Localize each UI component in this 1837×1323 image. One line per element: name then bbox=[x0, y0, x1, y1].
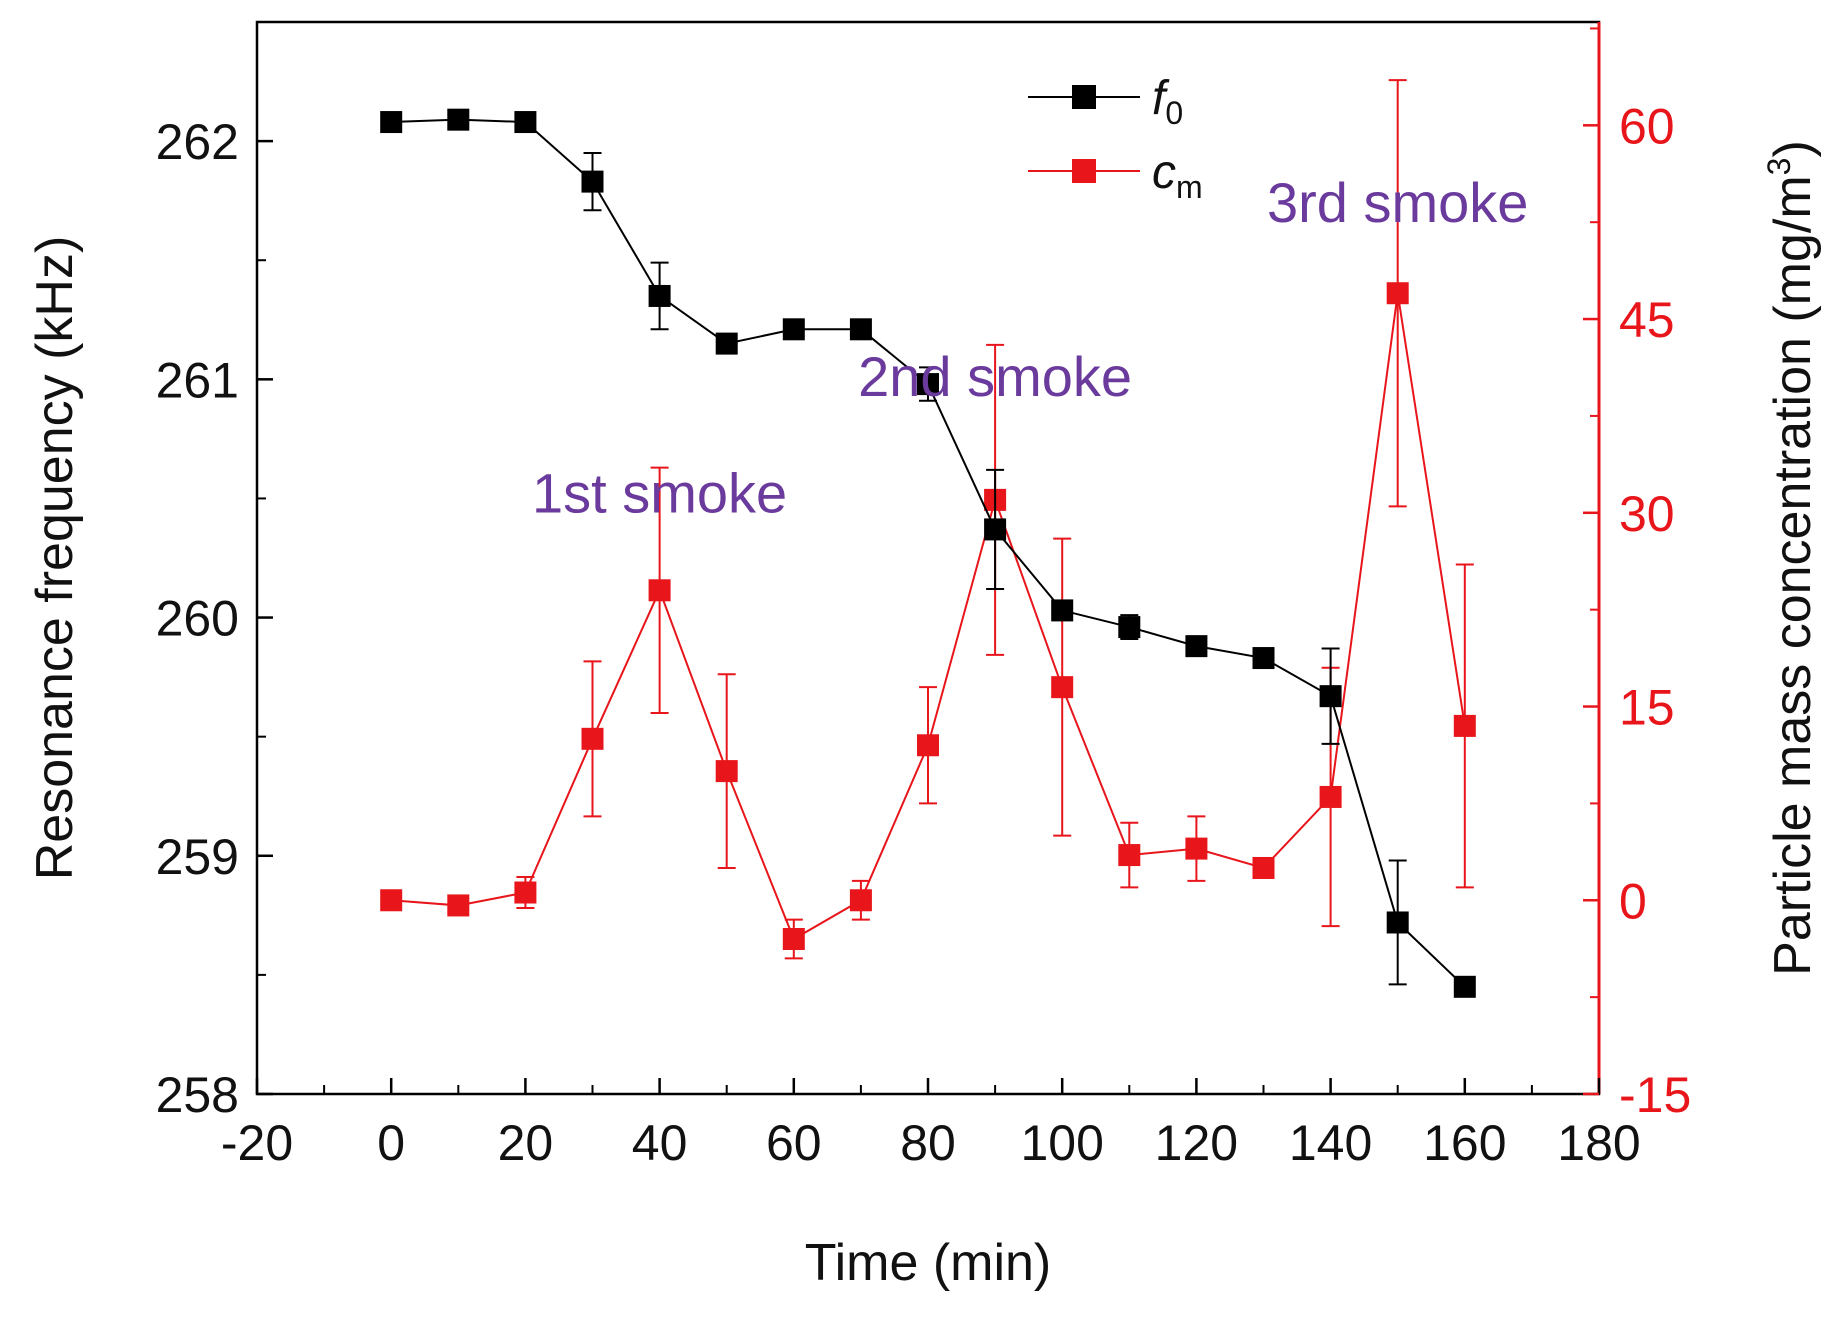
cm-point bbox=[917, 734, 939, 757]
x-tick-label: 160 bbox=[1423, 1115, 1506, 1171]
y2-axis-title: Particle mass concentration (mg/m3) bbox=[1761, 140, 1822, 976]
legend-cm-marker bbox=[1072, 159, 1096, 183]
y-axis-title: Resonance frequency (kHz) bbox=[26, 236, 84, 881]
annotation-label: 3rd smoke bbox=[1267, 171, 1528, 234]
annotation-label: 2nd smoke bbox=[858, 345, 1132, 408]
f0-point bbox=[1319, 685, 1342, 708]
f0-point bbox=[984, 518, 1007, 541]
x-tick-label: 120 bbox=[1155, 1115, 1238, 1171]
y-tick-label: 258 bbox=[156, 1067, 239, 1123]
x-tick-label: -20 bbox=[221, 1115, 293, 1171]
cm-point bbox=[1252, 856, 1275, 879]
y-tick-label: 262 bbox=[156, 114, 239, 170]
cm-point bbox=[715, 760, 738, 783]
x-tick-label: 40 bbox=[632, 1115, 688, 1171]
f0-point bbox=[380, 111, 403, 134]
f0-point bbox=[917, 373, 939, 396]
y2-tick-label: 45 bbox=[1619, 292, 1675, 348]
cm-point bbox=[782, 928, 805, 951]
x-tick-label: 20 bbox=[498, 1115, 554, 1171]
f0-point bbox=[648, 284, 671, 307]
f0-point bbox=[1453, 975, 1476, 998]
x-axis-title: Time (min) bbox=[805, 1234, 1052, 1292]
legend: f0 cm bbox=[1028, 72, 1203, 205]
f0-point bbox=[782, 318, 805, 341]
f0-point bbox=[715, 332, 738, 355]
annotation-label: 1st smoke bbox=[532, 462, 787, 525]
f0-point bbox=[1386, 911, 1409, 934]
y-tick-label: 261 bbox=[156, 352, 239, 408]
y2-tick-label: 15 bbox=[1619, 680, 1675, 736]
x-tick-label: 140 bbox=[1289, 1115, 1372, 1171]
y2-tick-label: 60 bbox=[1619, 98, 1675, 154]
cm-point bbox=[514, 881, 537, 904]
f0-point bbox=[1185, 635, 1208, 658]
y2-axis-title-sup: 3 bbox=[1761, 158, 1797, 176]
x-tick-label: 180 bbox=[1557, 1115, 1640, 1171]
x-tick-label: 60 bbox=[766, 1115, 822, 1171]
cm-point bbox=[1051, 676, 1074, 699]
x-tick-label: 100 bbox=[1020, 1115, 1103, 1171]
y2-tick-label: 0 bbox=[1619, 873, 1647, 929]
legend-cm-label: cm bbox=[1152, 146, 1203, 205]
f0-point bbox=[447, 108, 470, 131]
x-tick-label: 0 bbox=[377, 1115, 405, 1171]
legend-f0-marker bbox=[1072, 85, 1096, 109]
cm-point bbox=[1386, 282, 1409, 305]
f0-point bbox=[1118, 616, 1141, 639]
cm-point bbox=[1118, 844, 1141, 867]
cm-point bbox=[648, 579, 671, 602]
cm-point bbox=[1319, 785, 1342, 808]
cm-point bbox=[447, 894, 470, 917]
f0-point bbox=[1252, 647, 1275, 670]
f0-point bbox=[514, 111, 537, 134]
cm-point bbox=[1185, 837, 1208, 860]
f0-point bbox=[1051, 599, 1074, 622]
y2-axis-title-close: ) bbox=[1764, 140, 1822, 157]
f0-point bbox=[849, 318, 872, 341]
f0-line bbox=[391, 118, 1466, 988]
y2-tick-label: -15 bbox=[1619, 1067, 1691, 1123]
legend-f0-sub: 0 bbox=[1165, 95, 1183, 131]
legend-cm-sub: m bbox=[1176, 169, 1203, 205]
y-tick-label: 260 bbox=[156, 591, 239, 647]
f0-point bbox=[581, 170, 604, 193]
x-tick-label: 80 bbox=[900, 1115, 956, 1171]
cm-point bbox=[380, 889, 403, 912]
cm-point bbox=[1453, 714, 1476, 737]
y-tick-label: 259 bbox=[156, 829, 239, 885]
y2-tick-label: 30 bbox=[1619, 486, 1675, 542]
cm-point bbox=[849, 889, 872, 912]
legend-f0-label: f0 bbox=[1152, 72, 1183, 131]
cm-point bbox=[581, 727, 604, 750]
